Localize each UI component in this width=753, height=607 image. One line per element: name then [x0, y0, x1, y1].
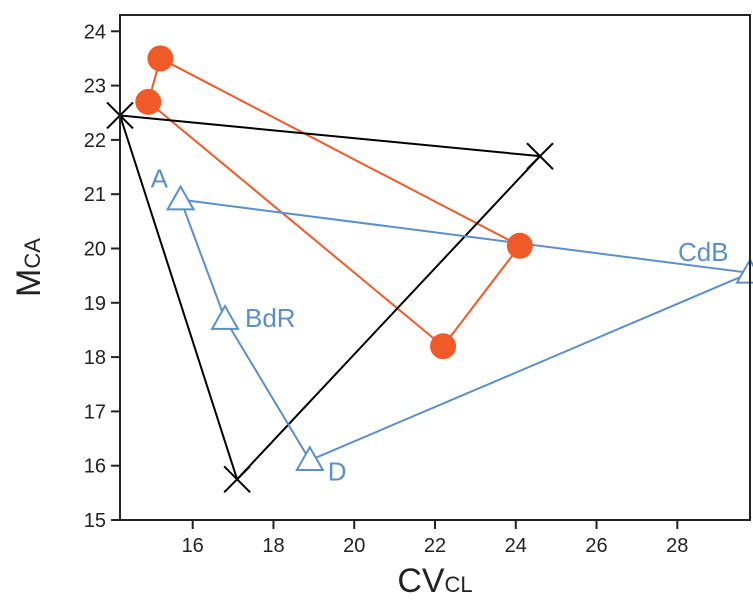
x-tick-label: 16	[182, 535, 204, 557]
y-tick-label: 21	[84, 184, 106, 206]
x-axis-ticks: 16 18 20 22 24 26 28	[182, 520, 688, 557]
x-axis-label-main: CV	[397, 562, 445, 600]
circle-point	[430, 333, 457, 360]
cross-point	[223, 465, 251, 493]
x-tick-label: 18	[262, 535, 284, 557]
point-label-bdr: BdR	[245, 303, 296, 333]
y-tick-label: 17	[84, 401, 106, 423]
point-label-d: D	[328, 456, 347, 486]
x-tick-label: 24	[505, 535, 527, 557]
y-tick-label: 15	[84, 510, 106, 532]
y-tick-label: 23	[84, 76, 106, 98]
y-axis-label-main: M	[10, 269, 48, 297]
y-axis-label: MCA	[10, 238, 48, 297]
series-lines	[119, 57, 751, 481]
x-tick-label: 28	[666, 535, 688, 557]
circle-point	[147, 45, 174, 72]
x-axis-label: CVCL	[397, 562, 472, 600]
y-axis-label-sub: CA	[20, 238, 45, 269]
y-tick-label: 19	[84, 293, 106, 315]
circle-point	[135, 88, 162, 115]
point-label-a: A	[151, 164, 169, 194]
x-tick-label: 20	[343, 535, 365, 557]
x-tick-label: 22	[424, 535, 446, 557]
series-markers	[106, 45, 753, 493]
triangle-point	[295, 445, 325, 472]
triangle-point	[165, 184, 196, 211]
y-tick-label: 18	[84, 347, 106, 369]
circle-point	[506, 232, 533, 259]
y-axis-ticks: 15 16 17 18 19 20 21 22 23 24	[84, 21, 120, 532]
y-tick-label: 16	[84, 456, 106, 478]
y-tick-label: 20	[84, 238, 106, 260]
cross-point	[526, 142, 554, 170]
x-tick-label: 26	[585, 535, 607, 557]
x-axis-label-sub: CL	[445, 572, 473, 597]
y-tick-label: 24	[84, 21, 106, 43]
point-label-cdb: CdB	[678, 237, 729, 267]
y-tick-label: 22	[84, 130, 106, 152]
triangle-point	[210, 304, 240, 330]
point-labels: A CdB D BdR	[151, 164, 729, 487]
series-cross-line	[119, 114, 541, 481]
